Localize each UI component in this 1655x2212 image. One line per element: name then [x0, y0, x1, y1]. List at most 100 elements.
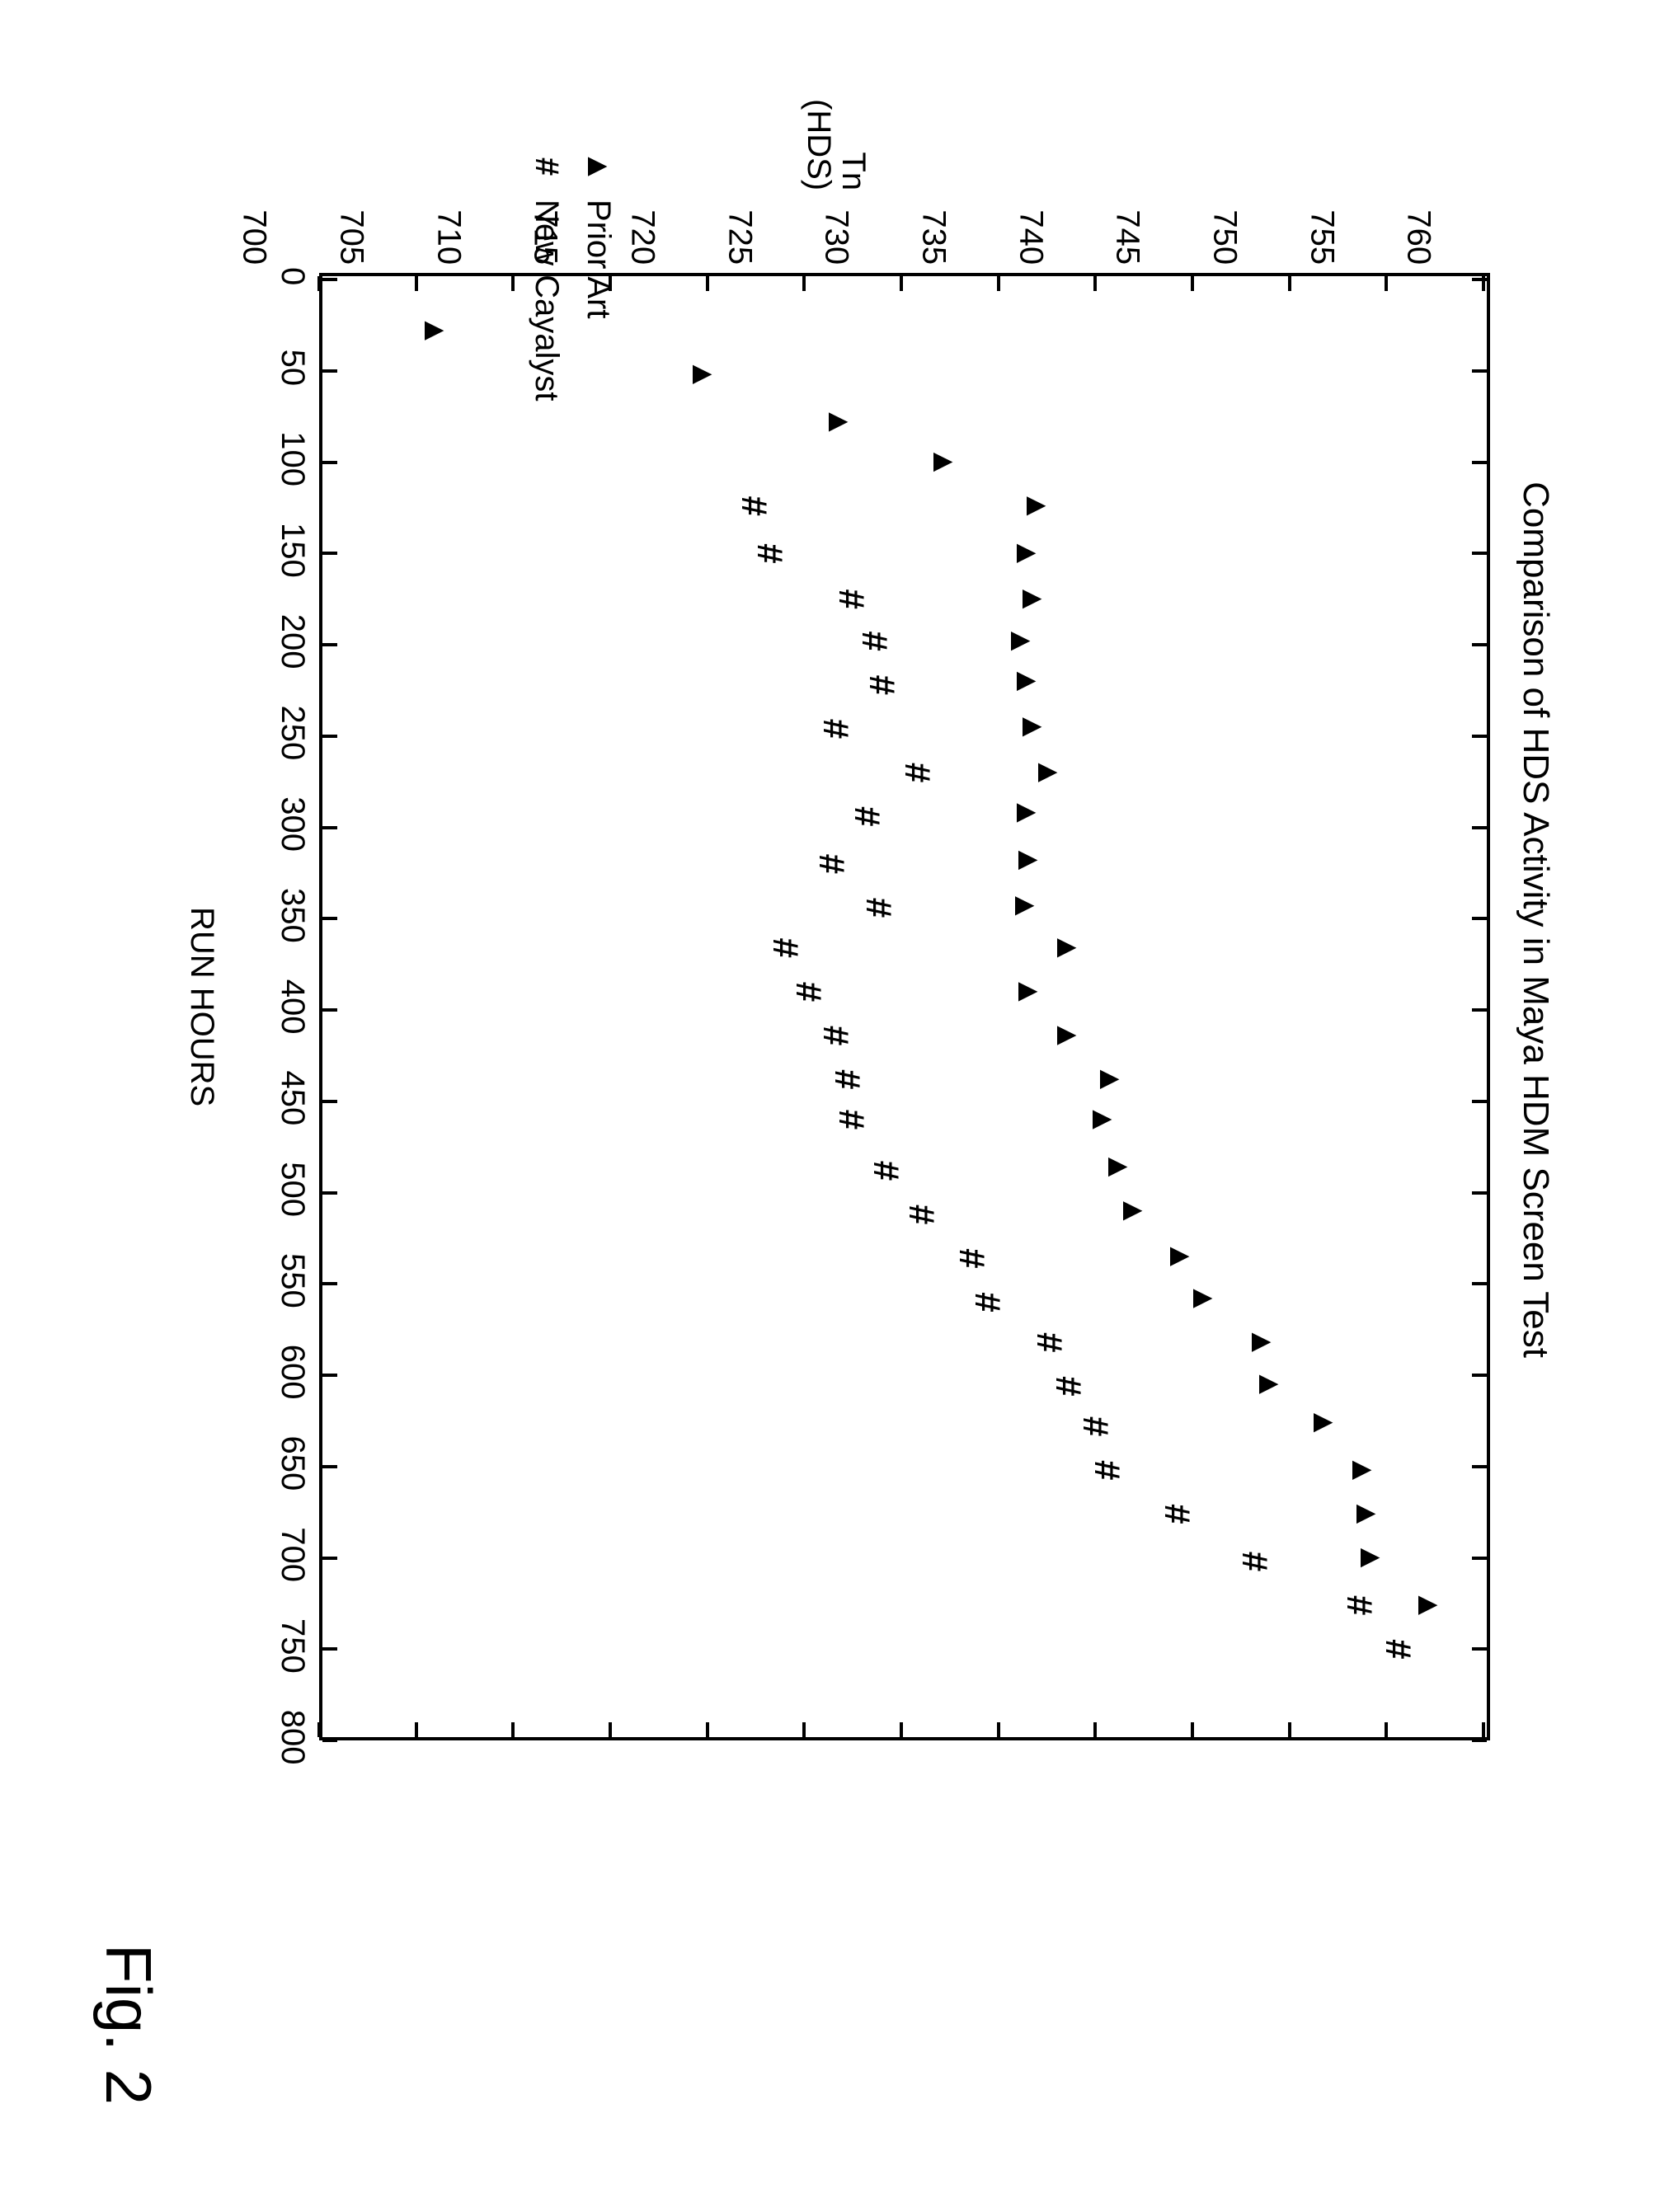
data-point-hash: #: [899, 763, 935, 782]
plot-row: Tn (HDS) 7007057107157207257307357407457…: [183, 99, 1490, 1740]
x-tick-label: 300: [274, 796, 311, 852]
legend-label: Prior Art: [581, 200, 618, 318]
y-tick-label: 755: [1303, 209, 1340, 265]
y-tick-label: 710: [430, 209, 467, 265]
x-tick-mark: [322, 1557, 337, 1560]
x-tick-mark: [1472, 369, 1487, 373]
legend-item: ▲ Prior Art: [581, 148, 618, 402]
y-tick-mark: [802, 1722, 806, 1737]
data-point-tri: ▲: [1351, 1498, 1384, 1531]
data-point-hash: #: [856, 631, 892, 650]
x-tick-label: 650: [274, 1435, 311, 1491]
y-axis-label: Tn (HDS): [252, 99, 1422, 200]
x-tick-label: 350: [274, 888, 311, 943]
y-tick-mark: [1288, 1722, 1291, 1737]
data-point-hash: #: [817, 719, 853, 739]
x-tick-mark: [1472, 1557, 1487, 1560]
y-tick-mark: [802, 276, 806, 291]
y-tick-mark: [511, 1722, 515, 1737]
data-point-hash: #: [813, 854, 849, 874]
x-tick-label: 200: [274, 614, 311, 669]
y-tick-label: 760: [1400, 209, 1437, 265]
x-tick-label: 0: [274, 267, 311, 285]
data-point-tri: ▲: [1021, 490, 1054, 523]
data-point-hash: #: [1236, 1552, 1272, 1571]
page: Comparison of HDS Activity in Maya HDM S…: [0, 0, 1655, 2212]
x-tick-mark: [322, 278, 337, 281]
x-tick-label: 100: [274, 431, 311, 486]
data-point-tri: ▲: [1246, 1326, 1279, 1359]
y-tick-mark: [1191, 276, 1194, 291]
x-tick-mark: [1472, 917, 1487, 920]
y-tick-mark: [1482, 1722, 1485, 1737]
rotated-content: Comparison of HDS Activity in Maya HDM S…: [0, 0, 1655, 2212]
data-point-tri: ▲: [1103, 1151, 1135, 1184]
x-tick-mark: [322, 552, 337, 555]
x-tick-label: 750: [274, 1618, 311, 1674]
x-tick-mark: [1472, 461, 1487, 464]
x-tick-mark: [1472, 826, 1487, 829]
y-tick-mark: [609, 1722, 612, 1737]
y-tick-mark: [706, 1722, 709, 1737]
x-tick-mark: [1472, 1100, 1487, 1103]
y-tick-mark: [1385, 1722, 1388, 1737]
x-tick-mark: [1472, 552, 1487, 555]
y-tick-mark: [1288, 276, 1291, 291]
x-tick-mark: [322, 1008, 337, 1012]
y-tick-mark: [1093, 1722, 1097, 1737]
y-tick-mark: [1093, 276, 1097, 291]
x-tick-mark: [1472, 1282, 1487, 1285]
data-point-hash: #: [767, 938, 803, 958]
chart-container: Comparison of HDS Activity in Maya HDM S…: [183, 99, 1556, 1740]
data-point-tri: ▲: [1011, 796, 1044, 829]
x-tick-mark: [1472, 1008, 1487, 1012]
data-point-tri: ▲: [1117, 1195, 1150, 1228]
data-point-hash: #: [1077, 1416, 1113, 1436]
data-point-tri: ▲: [1013, 975, 1046, 1008]
legend-marker-icon: ▲: [581, 148, 618, 185]
data-point-hash: #: [1088, 1460, 1125, 1480]
legend-marker-icon: #: [529, 148, 566, 185]
data-point-tri: ▲: [1032, 756, 1065, 789]
data-point-hash: #: [903, 1205, 939, 1224]
data-point-hash: #: [953, 1248, 990, 1268]
data-point-tri: ▲: [1051, 932, 1084, 965]
x-tick-mark: [1472, 1374, 1487, 1377]
x-tick-mark: [322, 369, 337, 373]
x-tick-label: 550: [274, 1253, 311, 1308]
y-tick-mark: [900, 1722, 903, 1737]
x-axis-label: RUN HOURS: [183, 907, 220, 1106]
x-tick-mark: [322, 1100, 337, 1103]
x-tick-mark: [322, 1282, 337, 1285]
data-point-hash: #: [1159, 1504, 1195, 1524]
x-tick-mark: [1472, 278, 1487, 281]
x-tick-label: 250: [274, 705, 311, 760]
data-point-hash: #: [829, 1069, 865, 1089]
y-tick-mark: [900, 276, 903, 291]
x-tick-label: 600: [274, 1345, 311, 1400]
x-tick-mark: [322, 461, 337, 464]
data-point-hash: #: [1380, 1639, 1416, 1659]
x-tick-mark: [1472, 1739, 1487, 1742]
x-tick-mark: [322, 1374, 337, 1377]
data-point-tri: ▲: [1094, 1063, 1127, 1096]
chart-title: Comparison of HDS Activity in Maya HDM S…: [1515, 481, 1556, 1358]
data-point-hash: #: [790, 982, 826, 1002]
data-point-tri: ▲: [928, 446, 961, 479]
y-tick-mark: [997, 1722, 1000, 1737]
x-tick-label: 500: [274, 1162, 311, 1217]
x-tick-mark: [322, 1739, 337, 1742]
data-point-hash: #: [867, 1161, 904, 1181]
data-point-hash: #: [863, 675, 900, 695]
plot-column: ▲▲▲▲▲▲▲▲▲▲▲▲▲▲▲▲▲▲▲▲▲▲▲▲▲▲▲▲▲▲##########…: [183, 273, 1490, 1740]
data-point-tri: ▲: [1187, 1282, 1220, 1315]
x-tick-mark: [322, 826, 337, 829]
y-tick-mark: [415, 1722, 418, 1737]
x-tick-label: 150: [274, 523, 311, 578]
figure-label: Fig. 2: [91, 1944, 166, 2105]
y-axis-label-line2: (HDS): [802, 99, 837, 190]
data-point-hash: #: [969, 1292, 1005, 1312]
y-tick-label: 720: [624, 209, 661, 265]
x-tick-labels: 0501001502002503003504004505005506006507…: [270, 273, 319, 1740]
x-tick-mark: [322, 735, 337, 738]
